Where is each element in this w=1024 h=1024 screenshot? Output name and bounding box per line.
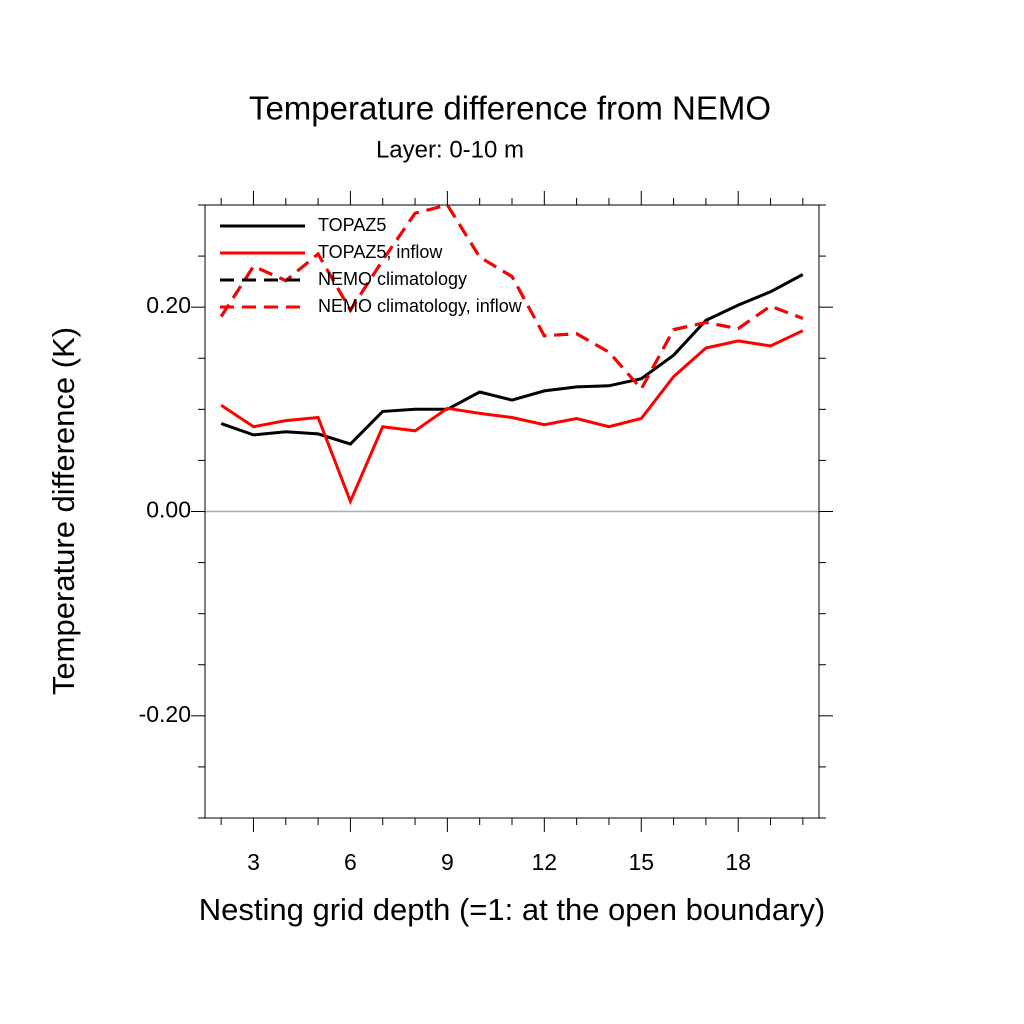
y-tick-label: 0.20 [146,292,191,318]
y-axis-label: Temperature difference (K) [46,327,81,695]
x-tick-label: 3 [247,849,260,875]
y-tick-label: -0.20 [139,701,191,727]
legend-label: TOPAZ5, inflow [318,242,443,262]
legend-label: NEMO climatology [318,269,467,289]
series-line [220,273,804,446]
x-tick-label: 15 [628,849,654,875]
y-tick-label: 0.00 [146,497,191,523]
chart-subtitle: Layer: 0-10 m [376,136,524,163]
chart-title: Temperature difference from NEMO [249,90,771,127]
plot-frame [204,204,820,819]
x-axis-label: Nesting grid depth (=1: at the open boun… [199,892,825,927]
x-tick-label: 18 [725,849,751,875]
x-tick-label: 6 [344,849,357,875]
x-tick-label: 12 [532,849,558,875]
series-line [220,329,804,506]
x-tick-label: 9 [441,849,454,875]
series-line [219,203,804,392]
legend-label: TOPAZ5 [318,215,386,235]
legend-label: NEMO climatology, inflow [318,296,523,316]
